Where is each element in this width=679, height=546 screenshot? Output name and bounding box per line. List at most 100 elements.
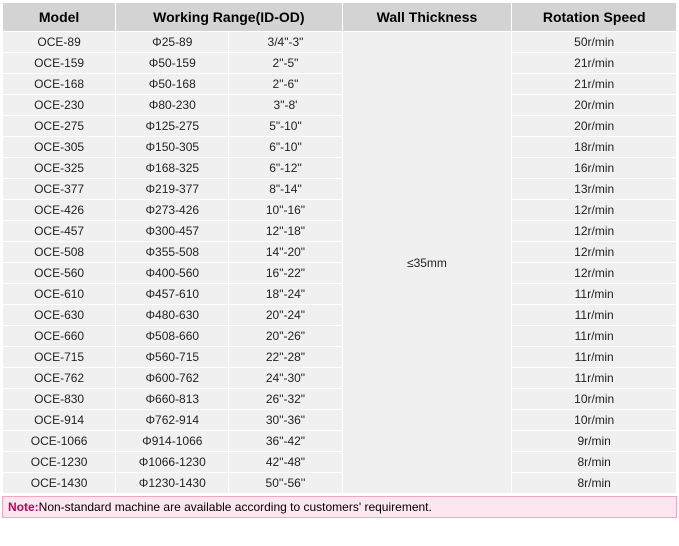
cell-range-od: 2"-5" [229,53,342,74]
cell-range-id: Φ125-275 [116,116,229,137]
cell-model: OCE-426 [3,200,116,221]
cell-rotation-speed: 11r/min [512,368,677,389]
spec-table: Model Working Range(ID-OD) Wall Thicknes… [2,2,677,494]
cell-range-od: 3"-8' [229,95,342,116]
cell-range-od: 12"-18" [229,221,342,242]
cell-rotation-speed: 11r/min [512,347,677,368]
cell-range-id: Φ219-377 [116,179,229,200]
cell-model: OCE-610 [3,284,116,305]
cell-range-id: Φ25-89 [116,32,229,53]
cell-model: OCE-1066 [3,431,116,452]
cell-range-id: Φ762-914 [116,410,229,431]
cell-range-id: Φ300-457 [116,221,229,242]
cell-model: OCE-660 [3,326,116,347]
table-row: OCE-1066Φ914-106636"-42"9r/min [3,431,677,452]
table-row: OCE-762Φ600-76224"-30"11r/min [3,368,677,389]
cell-rotation-speed: 20r/min [512,116,677,137]
cell-model: OCE-715 [3,347,116,368]
cell-range-od: 20"-26" [229,326,342,347]
cell-rotation-speed: 21r/min [512,53,677,74]
table-row: OCE-275Φ125-2755"-10" 20r/min [3,116,677,137]
cell-range-od: 30"-36" [229,410,342,431]
table-row: OCE-89Φ25-893/4"-3"≤35mm50r/min [3,32,677,53]
cell-range-id: Φ400-560 [116,263,229,284]
cell-rotation-speed: 8r/min [512,473,677,494]
cell-rotation-speed: 21r/min [512,74,677,95]
cell-range-id: Φ508-660 [116,326,229,347]
cell-range-id: Φ50-159 [116,53,229,74]
cell-model: OCE-560 [3,263,116,284]
table-row: OCE-560Φ400-56016"-22"12r/min [3,263,677,284]
cell-rotation-speed: 10r/min [512,410,677,431]
cell-range-od: 14"-20" [229,242,342,263]
cell-range-od: 18"-24" [229,284,342,305]
cell-model: OCE-275 [3,116,116,137]
table-row: OCE-660Φ508-66020"-26"11r/min [3,326,677,347]
cell-wall-thickness: ≤35mm [342,32,512,494]
cell-range-id: Φ457-610 [116,284,229,305]
cell-range-id: Φ50-168 [116,74,229,95]
cell-range-od: 26"-32" [229,389,342,410]
cell-rotation-speed: 9r/min [512,431,677,452]
cell-model: OCE-168 [3,74,116,95]
table-row: OCE-508Φ355-50814"-20" 12r/min [3,242,677,263]
table-row: OCE-830Φ660-81326"-32"10r/min [3,389,677,410]
cell-rotation-speed: 16r/min [512,158,677,179]
cell-range-od: 20"-24" [229,305,342,326]
table-row: OCE-630Φ480-63020"-24" 11r/min [3,305,677,326]
cell-model: OCE-89 [3,32,116,53]
header-rotation-speed: Rotation Speed [512,3,677,32]
cell-rotation-speed: 12r/min [512,242,677,263]
cell-rotation-speed: 50r/min [512,32,677,53]
header-wall-thickness: Wall Thickness [342,3,512,32]
cell-range-id: Φ600-762 [116,368,229,389]
table-row: OCE-1230Φ1066-123042"-48"8r/min [3,452,677,473]
cell-range-od: 50''-56'' [229,473,342,494]
cell-range-id: Φ1230-1430 [116,473,229,494]
cell-range-od: 2"-6" [229,74,342,95]
cell-range-od: 36"-42" [229,431,342,452]
table-row: OCE-159Φ50-1592"-5" 21r/min [3,53,677,74]
note-bar: Note:Non-standard machine are available … [2,496,677,518]
cell-rotation-speed: 12r/min [512,221,677,242]
cell-model: OCE-1430 [3,473,116,494]
table-row: OCE-230Φ80-2303"-8'20r/min [3,95,677,116]
cell-model: OCE-914 [3,410,116,431]
cell-range-id: Φ273-426 [116,200,229,221]
cell-range-od: 6"-12" [229,158,342,179]
cell-model: OCE-630 [3,305,116,326]
note-text: Non-standard machine are available accor… [39,500,432,514]
cell-range-id: Φ660-813 [116,389,229,410]
cell-model: OCE-377 [3,179,116,200]
cell-rotation-speed: 8r/min [512,452,677,473]
cell-range-od: 22"-28" [229,347,342,368]
cell-range-id: Φ560-715 [116,347,229,368]
cell-rotation-speed: 11r/min [512,305,677,326]
cell-rotation-speed: 12r/min [512,200,677,221]
cell-range-id: Φ355-508 [116,242,229,263]
cell-model: OCE-457 [3,221,116,242]
table-row: OCE-914Φ762-91430"-36" 10r/min [3,410,677,431]
cell-range-od: 6"-10" [229,137,342,158]
table-row: OCE-1430Φ1230-143050''-56'' 8r/min [3,473,677,494]
table-row: OCE-610Φ457-61018"-24" 11r/min [3,284,677,305]
cell-rotation-speed: 20r/min [512,95,677,116]
cell-rotation-speed: 18r/min [512,137,677,158]
cell-range-id: Φ480-630 [116,305,229,326]
header-row: Model Working Range(ID-OD) Wall Thicknes… [3,3,677,32]
cell-rotation-speed: 12r/min [512,263,677,284]
cell-range-od: 3/4"-3" [229,32,342,53]
table-row: OCE-325Φ168-3256"-12"16r/min [3,158,677,179]
cell-range-od: 5"-10" [229,116,342,137]
cell-rotation-speed: 10r/min [512,389,677,410]
cell-range-id: Φ150-305 [116,137,229,158]
table-row: OCE-168Φ50-1682"-6" 21r/min [3,74,677,95]
cell-range-od: 10"-16" [229,200,342,221]
table-row: OCE-457Φ300-45712"-18" 12r/min [3,221,677,242]
cell-rotation-speed: 11r/min [512,284,677,305]
cell-model: OCE-230 [3,95,116,116]
cell-model: OCE-159 [3,53,116,74]
table-row: OCE-305Φ150-3056"-10"18r/min [3,137,677,158]
cell-model: OCE-508 [3,242,116,263]
cell-model: OCE-325 [3,158,116,179]
